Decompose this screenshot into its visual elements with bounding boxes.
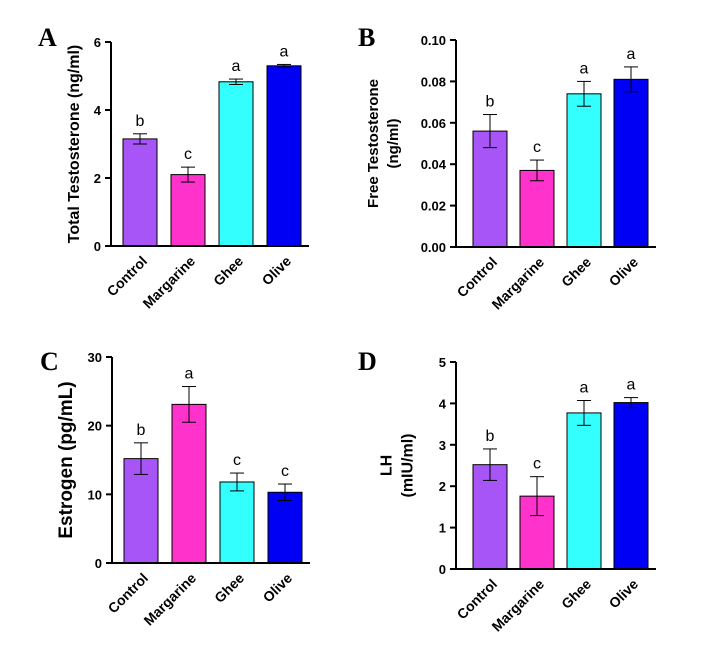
panel-d-error-bar	[624, 397, 638, 409]
panel-c-category-label: Control	[105, 570, 152, 617]
panel-a-y-tick-label: 2	[94, 171, 101, 186]
panel-a-bar	[170, 174, 206, 247]
panel-a-error-bar	[229, 78, 243, 85]
panel-d-error-bar	[483, 448, 497, 481]
panel-c-bar	[123, 458, 159, 564]
panel-c-significance-label: c	[281, 463, 289, 480]
panel-b-error-bar	[624, 66, 638, 93]
panel-a-category-label: Ghee	[210, 253, 246, 289]
panel-c: C b Control a Margarine c Ghee c Olive 0 10 20 30 Es…	[40, 347, 310, 628]
panel-b: B bControlcMargarineaGheeaOlive0.000.020…	[358, 23, 656, 312]
panel-b-error-bar	[483, 114, 497, 149]
panel-b-y-tick-label: 0.02	[421, 199, 446, 214]
panel-d-category-label: Control	[454, 576, 501, 623]
panel-a-y-tick-label: 0	[94, 239, 101, 254]
panel-b-significance-label: b	[486, 94, 495, 111]
panel-d-significance-label: a	[627, 377, 636, 394]
panel-a-category-label: Margarine	[139, 253, 198, 312]
panel-a-bar	[122, 138, 158, 247]
panel-a-significance-label: a	[280, 43, 289, 60]
panel-b-significance-label: a	[627, 46, 636, 63]
panel-d-y-tick-label: 2	[439, 479, 446, 494]
panel-d-bar	[566, 412, 602, 570]
panel-c-error-bar	[134, 442, 148, 475]
panel-c-error-bar	[278, 483, 292, 502]
panel-a-y-tick-label: 4	[94, 103, 102, 118]
panel-b-bar	[519, 169, 555, 248]
panel-c-bar	[219, 481, 255, 564]
panel-a-error-bar	[133, 133, 147, 145]
panel-c-bar	[267, 491, 303, 564]
panel-b-error-bar	[530, 159, 544, 182]
panel-c-plot: b Control a Margarine c Ghee c Olive 0 10 20 30 Estr…	[56, 350, 310, 628]
panel-a-error-bar	[277, 63, 291, 68]
panel-a-bar	[218, 81, 254, 247]
panel-d-y-tick-label: 0	[439, 562, 446, 577]
panel-c-y-tick-label: 30	[88, 350, 102, 365]
panel-b-significance-label: c	[533, 139, 541, 156]
panel-b-significance-label: a	[580, 60, 589, 77]
panel-a-significance-label: b	[136, 113, 145, 130]
panel-b-category-label: Olive	[606, 254, 642, 290]
panel-d: D bControlcMargarineaGheeaOlive012345LH(…	[358, 347, 656, 634]
panel-b-y-tick-label: 0.10	[421, 33, 446, 48]
panel-c-category-label: Olive	[260, 570, 296, 606]
panel-b-y-tick-label: 0.00	[421, 240, 446, 255]
panel-a-plot: b Control c Margarine a Ghee a Olive 0 2 4 6 Total T…	[66, 35, 309, 311]
panel-c-category-label: Margarine	[140, 570, 199, 629]
panel-c-significance-label: c	[233, 452, 241, 469]
panel-c-y-axis-title: Estrogen (pg/mL)	[56, 381, 77, 538]
panel-c-y-tick-label: 20	[88, 419, 102, 434]
panel-b-y-tick-label: 0.08	[421, 74, 446, 89]
panel-d-error-bar	[577, 400, 591, 426]
panel-a-y-axis-title: Total Testosterone (ng/ml)	[66, 45, 83, 244]
panel-a-significance-label: a	[232, 58, 241, 75]
panel-c-error-bar	[230, 472, 244, 492]
panel-d-significance-label: b	[486, 428, 495, 445]
panel-a-letter: A	[38, 23, 57, 52]
panel-b-y-axis-title: Free Testosterone	[365, 79, 382, 208]
panel-d-y-tick-label: 1	[439, 521, 446, 536]
panel-d-y-tick-label: 3	[439, 438, 446, 453]
panel-b-y-axis-title: (ng/ml)	[385, 119, 402, 169]
panel-b-bar	[472, 130, 508, 248]
panel-d-letter: D	[358, 347, 377, 376]
panel-c-y-tick-label: 10	[88, 487, 102, 502]
panel-d-y-tick-label: 4	[439, 396, 447, 411]
panel-c-letter: C	[40, 347, 59, 376]
panel-c-y-tick-label: 0	[95, 556, 102, 571]
panel-b-letter: B	[358, 23, 375, 52]
panel-d-category-label: Ghee	[558, 576, 594, 612]
panel-a-category-label: Control	[104, 253, 151, 300]
panel-a-error-bar	[181, 166, 195, 183]
panel-b-category-label: Control	[454, 254, 501, 301]
panel-b-category-label: Ghee	[558, 254, 594, 290]
panel-a: A b Control c Margarine a Ghee a Olive 0 2 4 6 Total…	[38, 23, 309, 311]
panel-c-significance-label: b	[137, 422, 146, 439]
panel-d-significance-label: a	[580, 380, 589, 397]
panel-b-bar	[613, 78, 649, 248]
panel-b-error-bar	[577, 80, 591, 107]
panel-c-bar	[171, 403, 207, 564]
panel-a-bar	[266, 65, 302, 247]
panel-d-y-tick-label: 5	[439, 355, 446, 370]
panel-c-category-label: Ghee	[211, 570, 247, 606]
panel-d-error-bar	[530, 476, 544, 517]
panel-d-significance-label: c	[533, 456, 541, 473]
panel-a-y-tick-label: 6	[94, 35, 101, 50]
panel-c-significance-label: a	[185, 366, 194, 383]
panel-b-y-tick-label: 0.04	[421, 157, 447, 172]
panel-c-error-bar	[182, 386, 196, 423]
panel-b-bar	[566, 93, 602, 248]
panel-d-y-axis-title: (mIU/ml)	[400, 434, 417, 498]
panel-d-category-label: Olive	[606, 576, 642, 612]
panel-b-plot: bControlcMargarineaGheeaOlive0.000.020.0…	[365, 33, 656, 312]
panel-a-significance-label: c	[184, 146, 192, 163]
panel-d-bar	[613, 402, 649, 570]
panel-d-y-axis-title: LH	[379, 455, 396, 476]
panel-b-y-tick-label: 0.06	[421, 116, 446, 131]
panel-a-category-label: Olive	[259, 253, 295, 289]
